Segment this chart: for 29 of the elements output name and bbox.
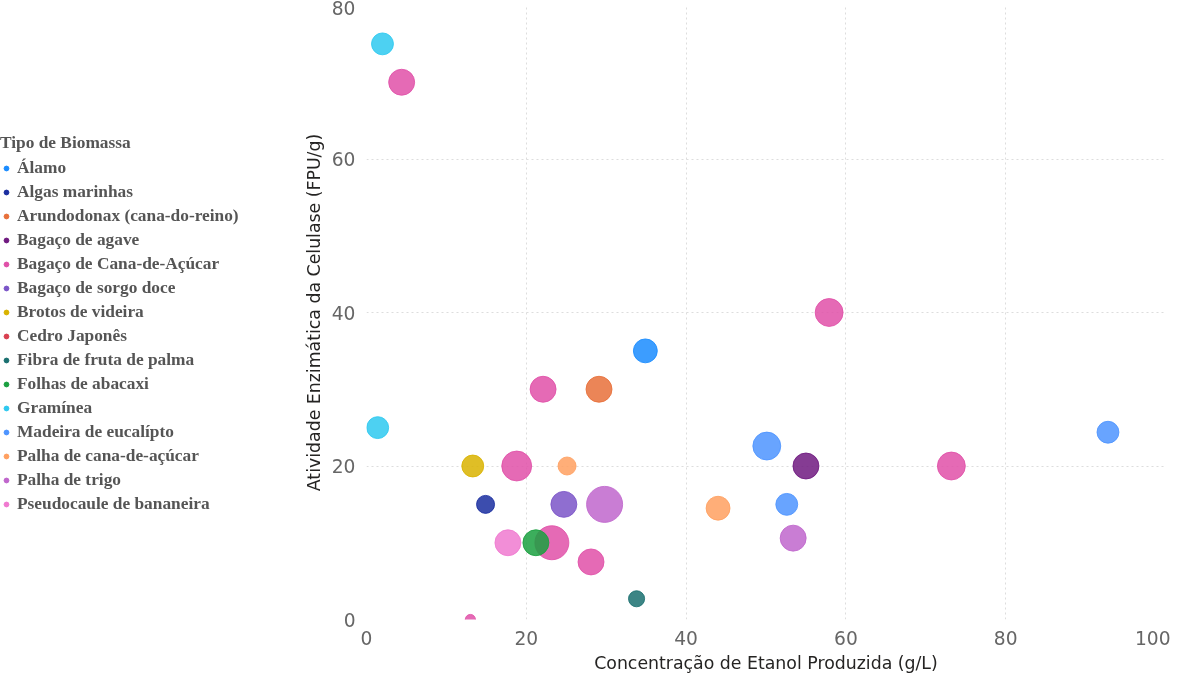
- legend-label: Gramínea: [17, 398, 93, 418]
- x-axis-title: Concentração de Etanol Produzida (g/L): [594, 652, 938, 673]
- x-tick-label: 60: [834, 627, 858, 649]
- y-tick-label: 40: [331, 302, 356, 324]
- legend-label: Fibra de fruta de palma: [17, 350, 195, 370]
- legend-label: Cedro Japonês: [17, 326, 127, 346]
- legend-label: Arundodonax (cana-do-reino): [17, 206, 239, 226]
- legend-label: Bagaço de agave: [17, 230, 140, 250]
- legend-label: Algas marinhas: [17, 182, 134, 202]
- y-tick-label: 20: [331, 456, 356, 477]
- legend-label: Madeira de eucalípto: [17, 422, 174, 442]
- x-tick-label: 20: [514, 627, 539, 649]
- x-tick-label: 0: [360, 627, 373, 649]
- x-tick-label: 100: [1134, 627, 1171, 649]
- legend-label: Palha de trigo: [17, 470, 121, 490]
- legend-label: Bagaço de Cana-de-Açúcar: [17, 254, 220, 274]
- y-tick-label: 0: [343, 609, 356, 631]
- y-tick-label: 80: [331, 0, 356, 19]
- x-tick-label: 40: [674, 627, 698, 649]
- legend-label: Álamo: [17, 158, 67, 178]
- legend-label: Bagaço de sorgo doce: [17, 278, 176, 298]
- legend-title: Tipo de Biomassa: [0, 133, 132, 153]
- x-tick-label: 80: [993, 627, 1018, 649]
- y-axis-title: Atividade Enzimática da Celulase (FPU/g): [303, 133, 324, 492]
- legend-label: Palha de cana-de-açúcar: [17, 446, 199, 466]
- legend-label: Folhas de abacaxi: [17, 374, 149, 394]
- y-tick-label: 60: [331, 149, 356, 170]
- legend-label: Pseudocaule de bananeira: [17, 494, 210, 514]
- legend-label: Brotos de videira: [17, 302, 144, 322]
